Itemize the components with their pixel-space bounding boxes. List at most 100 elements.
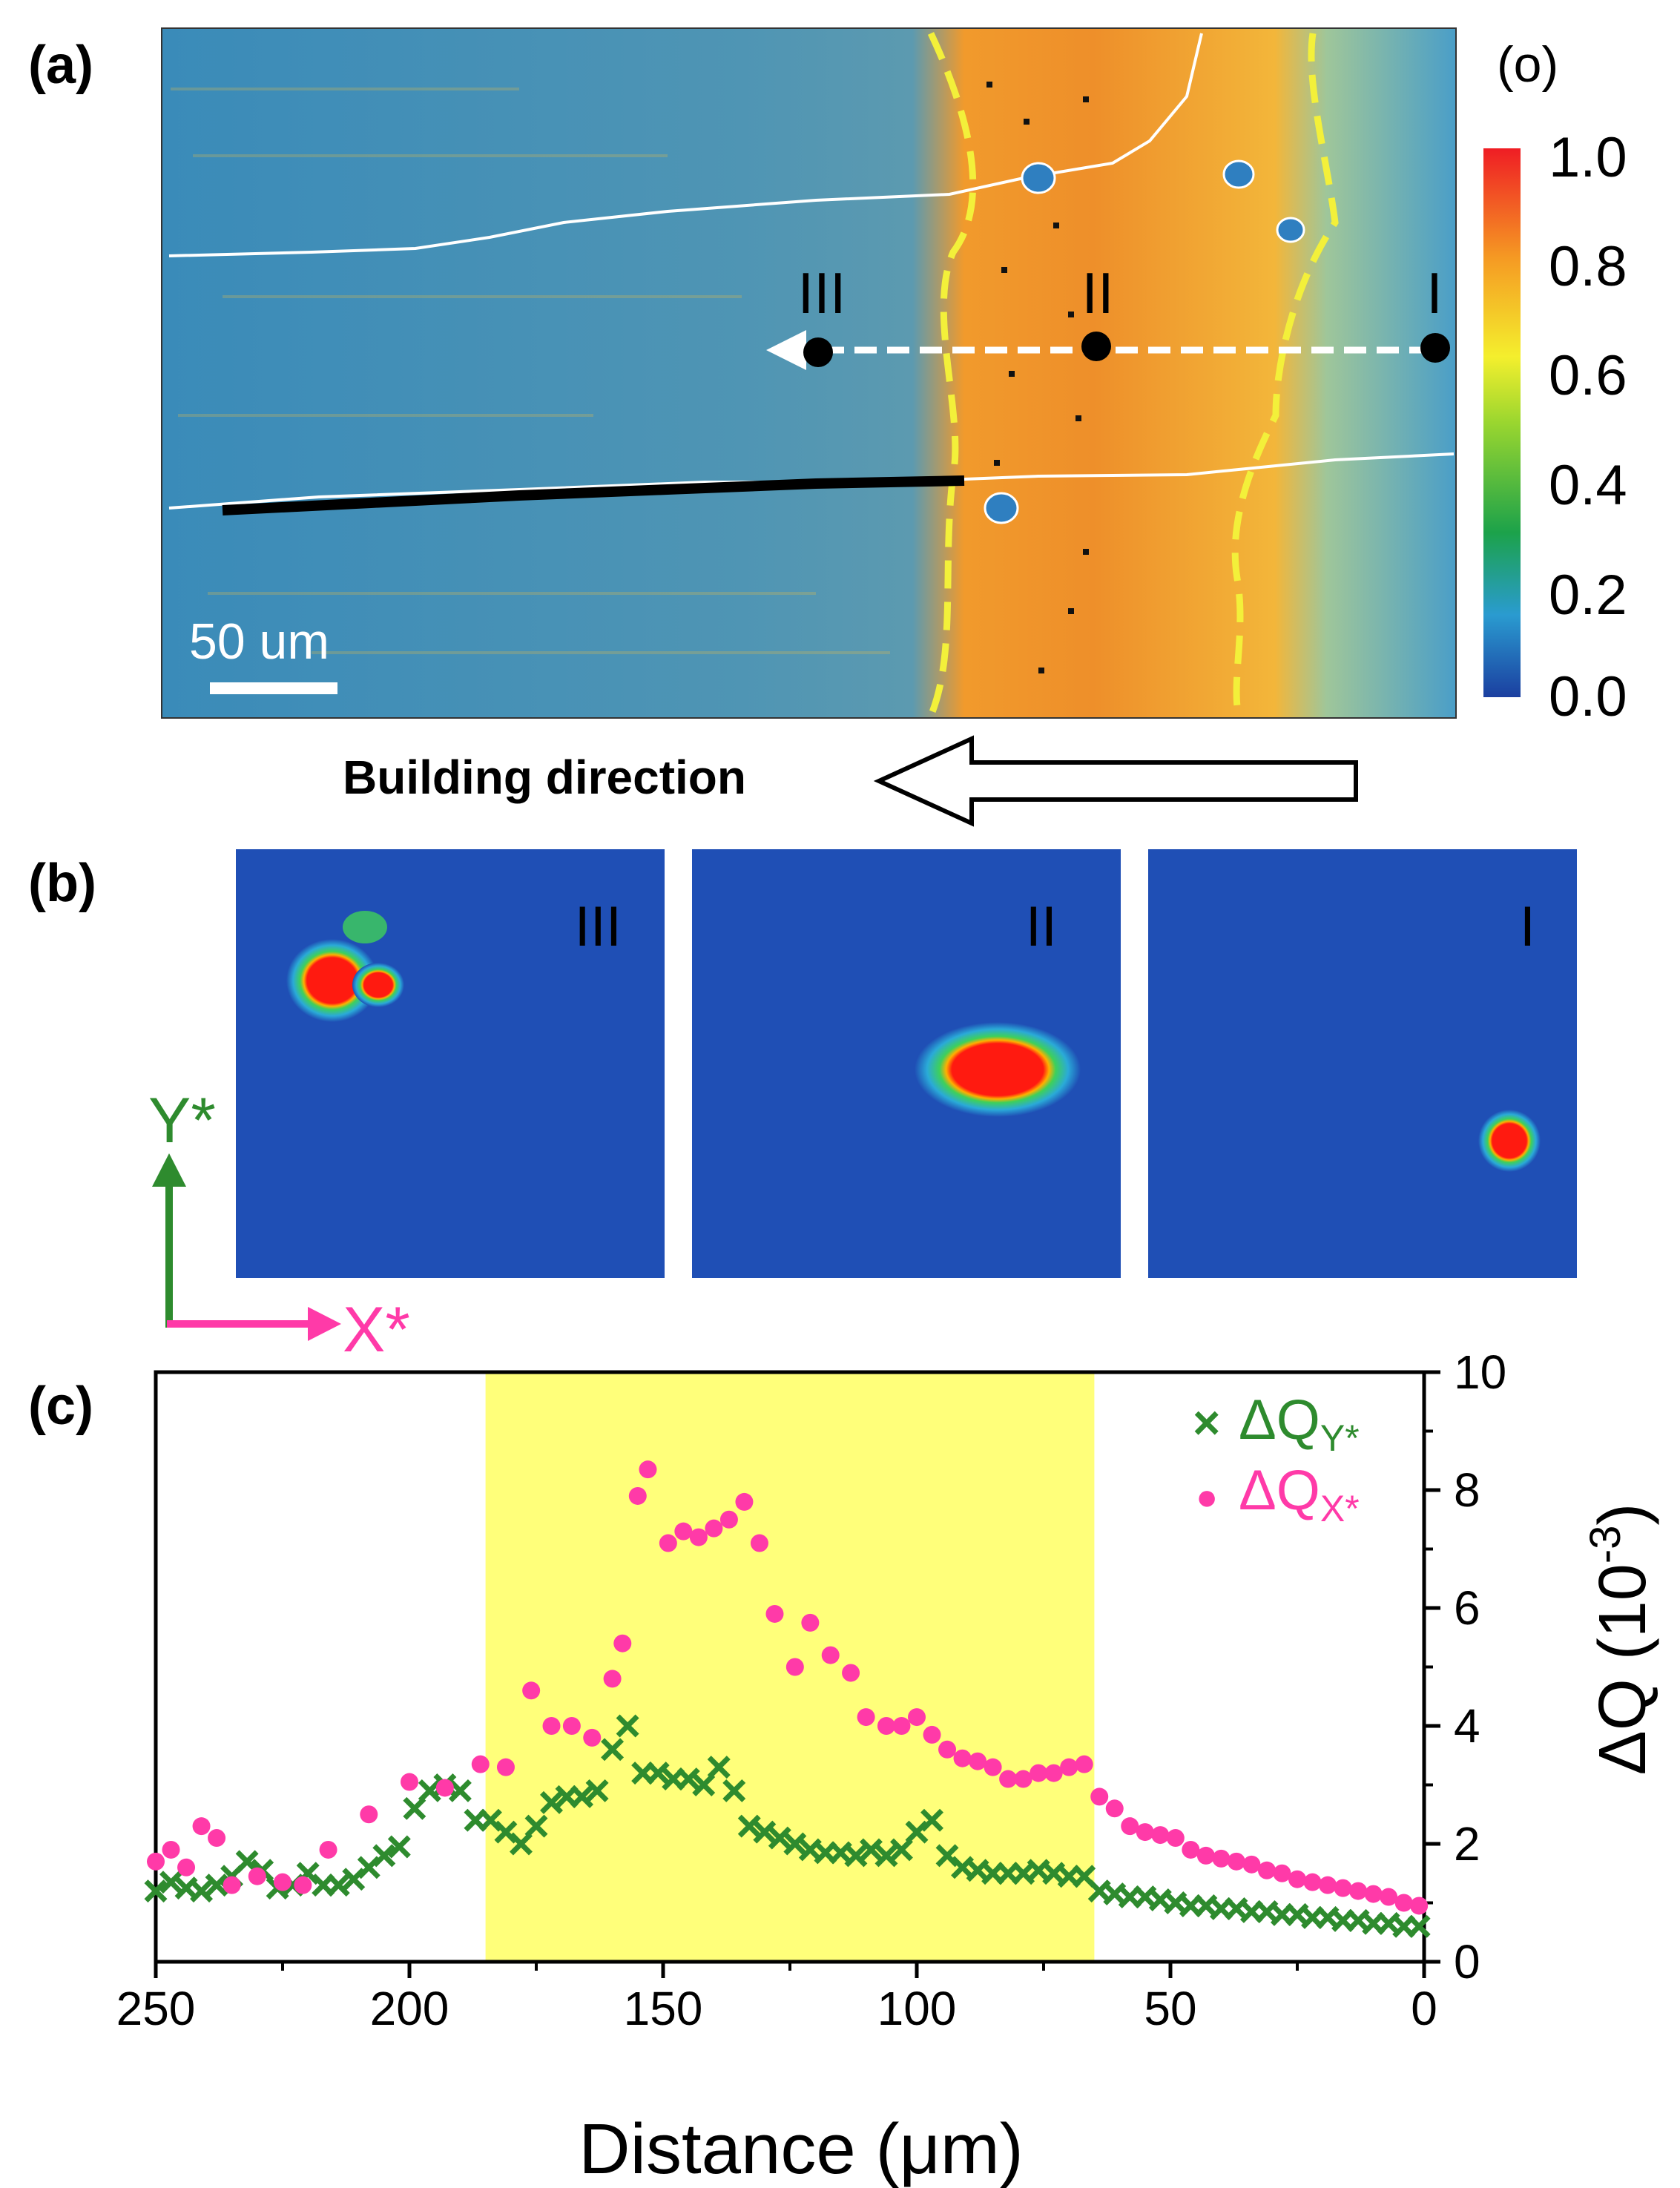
point-III-marker — [803, 337, 833, 367]
image-I-label: I — [1520, 895, 1535, 958]
data-point-dqx — [1030, 1764, 1048, 1782]
data-point-dqx — [248, 1867, 266, 1885]
data-point-dqx — [674, 1522, 693, 1541]
data-point-dqx — [471, 1755, 490, 1773]
boundary-right — [1231, 33, 1339, 716]
data-point-dqy — [753, 1820, 777, 1844]
data-point-dqx — [1394, 1894, 1413, 1912]
data-point-dqy — [235, 1850, 259, 1874]
x-axis-label: Distance (μm) — [579, 2109, 1023, 2188]
building-direction-arrow — [873, 735, 1358, 827]
data-point-dqx — [1136, 1823, 1154, 1842]
data-point-dqx — [294, 1876, 312, 1894]
data-point-dqy — [403, 1796, 426, 1820]
data-point-dqy — [859, 1838, 883, 1862]
data-point-dqx — [542, 1717, 561, 1735]
diffraction-image-II: II — [692, 849, 1121, 1278]
y-axis-label: ΔQ (10-3) — [1581, 1503, 1660, 1776]
data-point-dqx — [1242, 1855, 1261, 1874]
data-point-dqx — [1105, 1799, 1124, 1818]
data-point-dqy — [768, 1826, 791, 1850]
detector-axes: Y* X* — [148, 1085, 410, 1365]
data-point-dqx — [1182, 1840, 1200, 1859]
data-point-dqx — [842, 1664, 860, 1682]
y-tick-label: 6 — [1454, 1581, 1480, 1635]
data-point-dqx — [821, 1646, 840, 1664]
data-point-dqx — [496, 1758, 515, 1776]
point-II-marker — [1081, 332, 1111, 361]
data-point-dqy — [874, 1844, 898, 1868]
data-point-dqx — [1364, 1885, 1383, 1903]
data-point-dqx — [1212, 1849, 1231, 1868]
data-point-dqx — [1166, 1829, 1185, 1848]
data-point-dqy — [692, 1773, 716, 1796]
legend: × ΔQY* ● ΔQX* — [1193, 1388, 1360, 1529]
data-point-dqy — [707, 1756, 731, 1779]
data-point-dqx — [1288, 1870, 1306, 1888]
data-point-dqx — [401, 1773, 418, 1791]
data-point-dqx — [999, 1770, 1018, 1788]
panel-c-label: (c) — [28, 1377, 93, 1436]
colorbar-tick: 0.8 — [1549, 235, 1627, 298]
data-point-dqy — [722, 1779, 746, 1802]
data-point-dqx — [1014, 1770, 1032, 1788]
y-tick-label: 4 — [1454, 1699, 1480, 1753]
colorbar: (o) 1.0 0.8 0.6 0.4 0.2 0.0 — [1483, 36, 1627, 728]
legend-label-y: ΔQY* — [1239, 1388, 1360, 1459]
data-point-dqx — [319, 1840, 337, 1859]
y-axis-label-close: ) — [1586, 1503, 1660, 1526]
data-point-dqx — [1334, 1879, 1352, 1897]
x-tick-label: 200 — [370, 1982, 449, 2035]
data-point-dqy — [448, 1779, 472, 1802]
data-point-dqy — [510, 1832, 533, 1856]
data-point-dqx — [953, 1749, 972, 1767]
data-point-dqx — [892, 1717, 911, 1735]
data-point-dqx — [705, 1519, 723, 1538]
legend-name-y: ΔQ — [1239, 1388, 1320, 1451]
colorbar-tick: 1.0 — [1549, 126, 1627, 189]
y-tick-label: 0 — [1454, 1935, 1480, 1988]
data-point-dqy — [190, 1879, 214, 1903]
data-point-dqy — [570, 1785, 594, 1808]
data-point-dqx — [177, 1858, 196, 1876]
scale-bar — [210, 682, 337, 694]
point-III-label: III — [797, 260, 846, 326]
data-point-dqx — [735, 1492, 754, 1511]
point-I-label: I — [1426, 260, 1443, 326]
colorbar-tick: 0.4 — [1549, 454, 1627, 517]
data-point-dqx — [1121, 1817, 1139, 1836]
data-point-dqx — [360, 1805, 378, 1824]
data-point-dqy — [616, 1714, 639, 1738]
data-point-dqx — [583, 1728, 602, 1747]
data-point-dqx — [750, 1534, 768, 1552]
data-point-dqx — [877, 1717, 895, 1735]
panel-a-label: (a) — [28, 36, 93, 95]
y-tick-label: 10 — [1454, 1345, 1506, 1399]
data-point-dqx — [562, 1717, 581, 1735]
boundary-left — [927, 32, 977, 717]
data-point-dqy — [920, 1808, 943, 1832]
data-point-dqy — [1407, 1914, 1431, 1938]
data-point-dqy — [737, 1814, 761, 1838]
legend-name-x: ΔQ — [1239, 1459, 1320, 1522]
data-point-dqy — [646, 1762, 670, 1785]
colorbar-unit-text: o — [1514, 36, 1542, 93]
colorbar-tick: 0.0 — [1549, 665, 1627, 728]
building-direction-label: Building direction — [343, 751, 746, 804]
point-I-marker — [1420, 333, 1450, 363]
axis-y-label: Y* — [148, 1085, 216, 1156]
x-tick-label: 100 — [877, 1982, 957, 2035]
data-point-dqx — [208, 1829, 226, 1848]
data-point-dqx — [969, 1752, 987, 1770]
y-tick-label: 8 — [1454, 1463, 1480, 1517]
data-point-dqx — [162, 1840, 180, 1859]
legend-symbol-x: ● — [1196, 1476, 1218, 1518]
data-point-dqx — [785, 1658, 804, 1676]
data-point-dqx — [1410, 1897, 1429, 1915]
data-point-dqx — [628, 1486, 647, 1505]
data-point-dqx — [1380, 1888, 1398, 1906]
data-point-dqx — [1196, 1846, 1215, 1865]
data-point-dqx — [801, 1613, 820, 1632]
data-point-dqy — [418, 1779, 441, 1802]
data-point-dqx — [938, 1740, 957, 1759]
